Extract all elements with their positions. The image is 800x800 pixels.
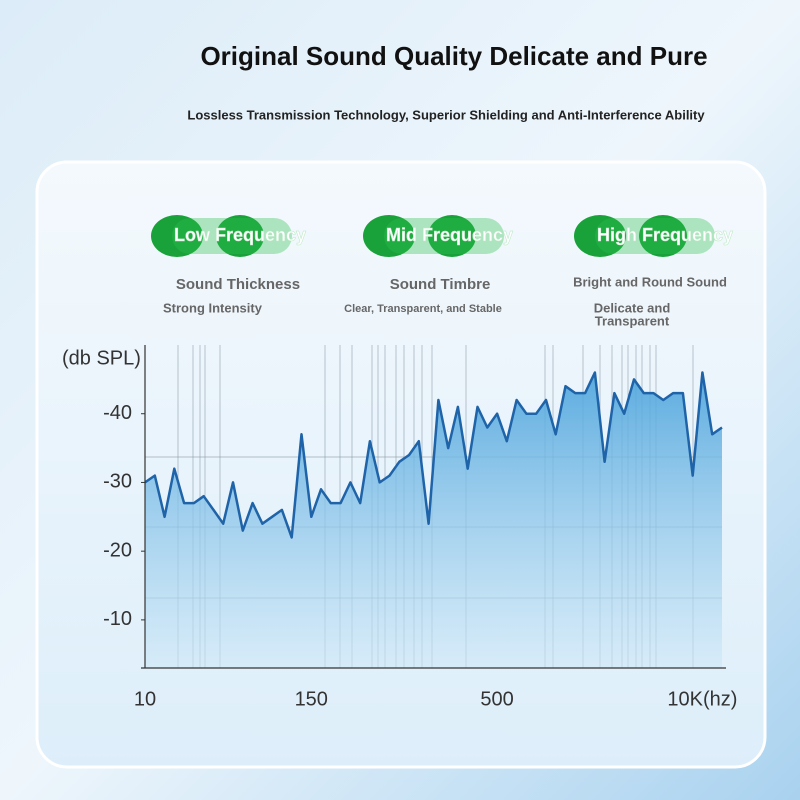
band-line: Delicate and xyxy=(594,300,671,315)
y-tick-label: -10 xyxy=(103,608,132,630)
band-line: Strong Intensity xyxy=(163,300,263,315)
x-tick-label: 500 xyxy=(480,688,513,710)
pill-left xyxy=(151,215,203,257)
pill-right xyxy=(428,215,476,257)
pill-left xyxy=(363,215,415,257)
band-line: Transparent xyxy=(595,313,670,328)
band-label: Low Frequency xyxy=(174,225,306,245)
y-tick-label: -30 xyxy=(103,471,132,493)
line xyxy=(144,371,723,539)
x-tick-label: 10 xyxy=(134,688,156,710)
pill-glow xyxy=(384,218,504,254)
band-line: Clear, Transparent, and Stable xyxy=(344,303,502,315)
y-tick-label: -20 xyxy=(103,539,132,561)
pill-right xyxy=(639,215,687,257)
pill-left xyxy=(574,215,626,257)
y-tick-label: -40 xyxy=(103,402,132,424)
pill-glow xyxy=(595,218,715,254)
pill-glow xyxy=(172,218,292,254)
chart: -40 -30 -20 -10 (db SPL) 10 150 500 10K(hz) xyxy=(62,345,737,710)
x-tick-label: 10K(hz) xyxy=(667,688,737,710)
band-label: Mid Frequency xyxy=(386,225,513,245)
subtitle: Lossless Transmission Technology, Superi… xyxy=(187,107,705,122)
band-heading: Sound Timbre xyxy=(390,276,491,293)
band-label: High Frequency xyxy=(597,225,733,245)
x-tick-label: 150 xyxy=(295,688,328,710)
band-heading: Sound Thickness xyxy=(176,276,300,293)
y-axis-label: (db SPL) xyxy=(62,347,141,369)
title: Original Sound Quality Delicate and Pure xyxy=(200,41,707,71)
pill-right xyxy=(216,215,264,257)
bands: Low Frequency Sound Thickness Strong Inten… xyxy=(151,215,733,328)
area-fill xyxy=(145,372,722,668)
band-heading: Bright and Round Sound xyxy=(573,274,727,289)
